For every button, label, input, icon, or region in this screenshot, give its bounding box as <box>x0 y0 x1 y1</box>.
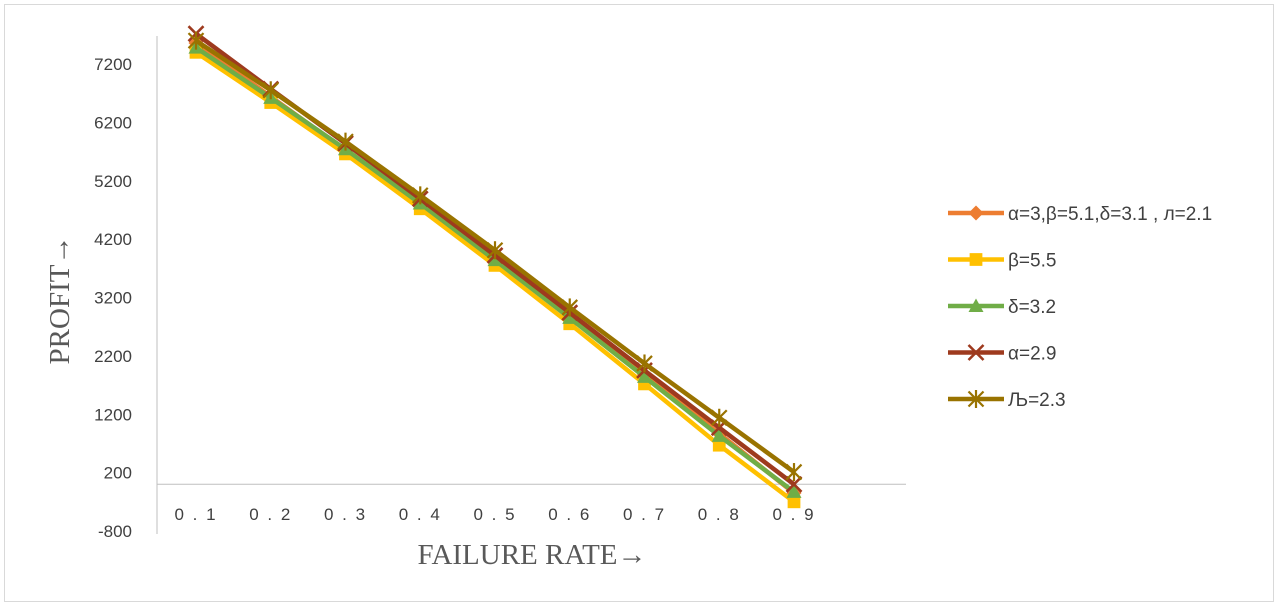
y-axis-title: PROFIT→ <box>44 236 76 365</box>
x-tick-label: 0 . 7 <box>623 505 666 524</box>
x-tick-labels: 0 . 1 0 . 2 0 . 3 0 . 4 0 . 5 0 . 6 0 . 7 0 . 8… <box>174 505 815 524</box>
data-point <box>711 428 727 442</box>
legend-label: α=3,β=5.1,δ=3.1 , л=2.1 <box>1008 204 1212 225</box>
legend-label: Љ=2.3 <box>1008 390 1066 411</box>
data-point <box>785 463 803 482</box>
y-tick-label: 7200 <box>94 55 132 74</box>
data-point <box>262 81 280 100</box>
x-tick-label: 0 . 2 <box>249 505 292 524</box>
series-2 <box>189 45 801 509</box>
x-tick-label: 0 . 6 <box>548 505 591 524</box>
data-point <box>968 298 984 312</box>
legend-item: δ=3.2 <box>948 297 1056 318</box>
y-tick-label: 6200 <box>94 113 132 132</box>
data-point <box>968 205 984 221</box>
y-tick-label: 1200 <box>94 405 132 424</box>
legend-label: β=5.5 <box>1008 251 1056 272</box>
data-point <box>786 484 802 498</box>
data-point <box>562 310 578 324</box>
data-point <box>411 186 429 205</box>
y-tick-label: 5200 <box>94 172 132 191</box>
series-line <box>194 50 796 504</box>
legend: α=3,β=5.1,δ=3.1 , л=2.1 β=5.5 δ=3.2 α=2.9 Љ=… <box>948 204 1212 411</box>
data-point <box>561 298 579 317</box>
data-point <box>712 438 726 452</box>
series-layer <box>187 25 803 509</box>
data-point <box>487 252 503 267</box>
legend-item: β=5.5 <box>948 251 1056 272</box>
data-point <box>187 31 205 50</box>
y-tick-label: 2200 <box>94 347 132 366</box>
legend-item: α=2.9 <box>948 344 1057 365</box>
x-tick-label: 0 . 1 <box>174 505 217 524</box>
legend-item: α=3,β=5.1,δ=3.1 , л=2.1 <box>948 204 1212 225</box>
chart-frame <box>4 4 1274 602</box>
data-point <box>637 369 652 383</box>
x-tick-label: 0 . 3 <box>324 505 367 524</box>
x-tick-label: 0 . 8 <box>698 505 741 524</box>
y-tick-label: 4200 <box>94 230 132 249</box>
data-point <box>967 390 985 408</box>
y-tick-labels: -800 200 1200 2200 3200 4200 5200 6200 7200 <box>94 55 132 541</box>
y-tick-label: -800 <box>98 522 132 541</box>
data-point <box>969 253 983 266</box>
x-tick-label: 0 . 5 <box>473 505 516 524</box>
x-tick-label: 0 . 4 <box>399 505 442 524</box>
data-point <box>486 241 504 260</box>
data-point <box>636 354 653 373</box>
legend-label: α=2.9 <box>1008 344 1057 365</box>
legend-item: Љ=2.3 <box>948 390 1066 411</box>
series-3 <box>188 40 802 498</box>
data-point <box>787 495 801 509</box>
series-5 <box>187 31 803 482</box>
data-point <box>785 475 803 493</box>
y-tick-label: 200 <box>104 464 132 483</box>
data-point <box>337 132 354 151</box>
x-axis-title: FAILURE RATE→ <box>417 539 646 571</box>
x-tick-label: 0 . 9 <box>772 505 815 524</box>
data-point <box>710 408 728 427</box>
data-point <box>967 344 985 361</box>
legend-label: δ=3.2 <box>1008 297 1056 318</box>
y-tick-label: 3200 <box>94 289 132 308</box>
